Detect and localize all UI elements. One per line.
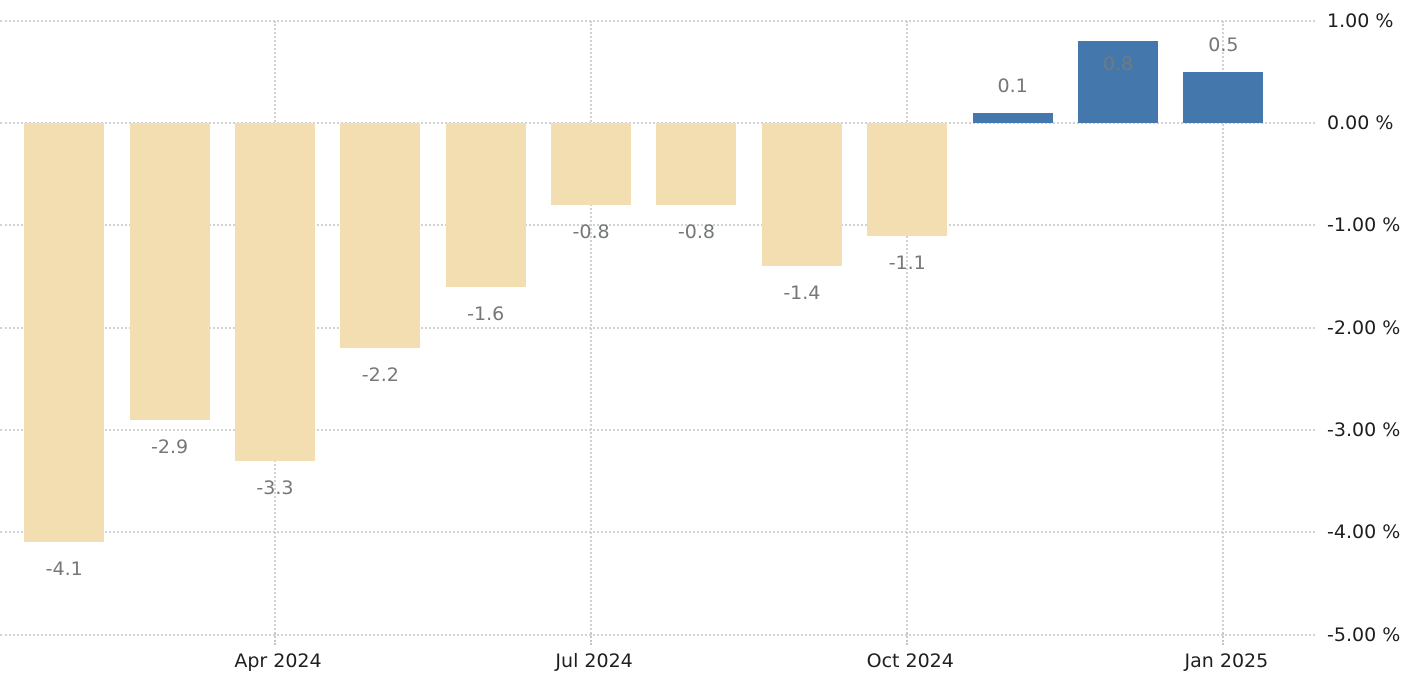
- bar-value-label: -3.3: [256, 476, 294, 499]
- bar-2[interactable]: [129, 123, 210, 420]
- horizontal-gridline: [0, 633, 1315, 636]
- horizontal-gridline: [0, 19, 1315, 22]
- horizontal-gridline: [0, 326, 1315, 329]
- x-axis-label: Apr 2024: [234, 650, 322, 672]
- bar-value-label: -0.8: [677, 220, 716, 243]
- horizontal-gridline: [0, 224, 1315, 227]
- x-axis-tick: [273, 632, 276, 645]
- bar-value-label: -1.6: [467, 302, 505, 325]
- bar-5[interactable]: [445, 123, 526, 287]
- y-axis-label: -3.00 %: [1327, 418, 1401, 441]
- x-axis-label: Oct 2024: [866, 650, 954, 672]
- bar-12[interactable]: [1183, 71, 1264, 123]
- bar-value-label: 0.1: [997, 74, 1028, 97]
- bar-10[interactable]: [972, 112, 1053, 123]
- bar-8[interactable]: [761, 123, 842, 267]
- bar-value-label: -2.9: [151, 435, 189, 458]
- bar-value-label: 0.8: [1102, 53, 1134, 76]
- x-axis-label: Jan 2025: [1184, 650, 1269, 672]
- y-axis-label: -5.00 %: [1327, 623, 1401, 646]
- x-axis-tick: [590, 632, 593, 645]
- bar-9[interactable]: [867, 123, 948, 236]
- bar-value-label: -2.2: [361, 364, 399, 387]
- y-axis-label: 0.00 %: [1327, 112, 1394, 134]
- x-axis-tick: [1222, 632, 1225, 645]
- x-axis-tick: [906, 632, 909, 645]
- x-axis-label: Jul 2024: [555, 650, 633, 672]
- y-axis-label: -1.00 %: [1327, 214, 1401, 237]
- bar-6[interactable]: [551, 123, 632, 205]
- bar-11[interactable]: [1078, 41, 1158, 123]
- bar-3[interactable]: [234, 123, 315, 461]
- bar-value-label: 0.5: [1208, 33, 1239, 56]
- bar-value-label: -1.1: [888, 251, 926, 274]
- bar-value-label: -0.8: [572, 220, 610, 243]
- bar-value-label: -1.4: [783, 282, 821, 305]
- horizontal-gridline: [0, 428, 1315, 431]
- y-axis-label: -4.00 %: [1327, 521, 1401, 544]
- horizontal-gridline: [0, 531, 1315, 534]
- bar-1[interactable]: [24, 123, 105, 543]
- y-axis-label: -2.00 %: [1327, 316, 1401, 339]
- bar-7[interactable]: [656, 123, 737, 205]
- y-axis-label: 1.00 %: [1327, 9, 1394, 32]
- bar-4[interactable]: [340, 123, 421, 349]
- bar-value-label: -4.1: [45, 558, 83, 581]
